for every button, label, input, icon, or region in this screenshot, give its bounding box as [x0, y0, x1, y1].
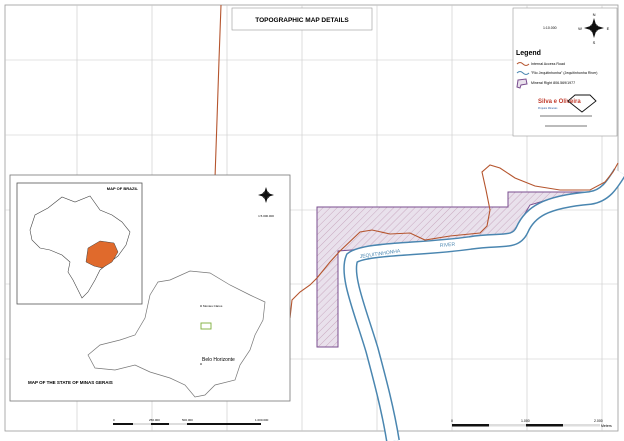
minas-gerais-outline	[87, 270, 266, 398]
svg-text:S: S	[593, 40, 596, 45]
river-label-2: RIVER	[440, 242, 456, 249]
inset-compass-icon	[258, 187, 274, 203]
compass-icon: N S E W	[578, 12, 610, 45]
river-label-1: JEQUITINHONHA	[359, 248, 401, 260]
legend-heading: Legend	[516, 50, 541, 57]
company-tagline: Projetos Minerais	[538, 107, 558, 110]
city-label-belo-horizonte: Belo Horizonte	[202, 357, 235, 363]
svg-text:0: 0	[451, 419, 453, 423]
state-map-title: MAP OF THE STATE OF MINAS GERAIS	[28, 380, 113, 385]
diamond-logo-icon	[567, 94, 597, 113]
inset-scale-bar: 0 250.000 500.000 1.000.000	[113, 418, 269, 425]
svg-text:E: E	[607, 26, 610, 31]
legend-road-label: Internal Access Road	[531, 62, 565, 66]
svg-text:N: N	[593, 12, 596, 17]
main-scale-text: 1:10.000	[543, 26, 557, 30]
company-info-text	[540, 115, 592, 117]
company-logo: Silva e Oliveira	[538, 99, 581, 105]
legend-road-symbol	[516, 62, 530, 66]
project-location-marker	[200, 322, 212, 330]
city-marker	[200, 363, 202, 365]
company-info-text	[545, 125, 587, 127]
svg-text:1.000.000: 1.000.000	[255, 418, 269, 422]
minas-gerais-highlight	[85, 240, 119, 269]
legend-river-label: "Rio Jequitinhonha" (Jequitinhonha River…	[531, 71, 597, 75]
svg-text:1.000: 1.000	[521, 419, 530, 423]
svg-text:Meters: Meters	[601, 424, 612, 428]
svg-text:W: W	[578, 26, 582, 31]
legend-box	[512, 7, 618, 137]
inset-scale-text: 1:5.000.000	[258, 214, 274, 218]
svg-text:250.000: 250.000	[149, 418, 160, 422]
svg-text:500.000: 500.000	[182, 418, 193, 422]
river-water	[344, 169, 624, 441]
svg-text:0: 0	[113, 418, 115, 422]
legend-river-symbol	[516, 71, 530, 75]
access-road	[214, 4, 619, 319]
main-scale-bar: 0 1.000 2.000 Meters	[451, 419, 612, 428]
map-title: TOPOGRAPHIC MAP DETAILS	[255, 17, 349, 24]
svg-text:2.000: 2.000	[594, 419, 603, 423]
city-label-montes-claros: Montes Claros	[203, 304, 223, 308]
legend-mineral-symbol	[516, 78, 528, 89]
brazil-map-title: MAP OF BRAZIL	[107, 186, 139, 191]
legend-mineral-label: Mineral Right 806.569/1977	[531, 81, 575, 85]
city-marker	[200, 305, 202, 307]
title-box	[231, 7, 373, 31]
